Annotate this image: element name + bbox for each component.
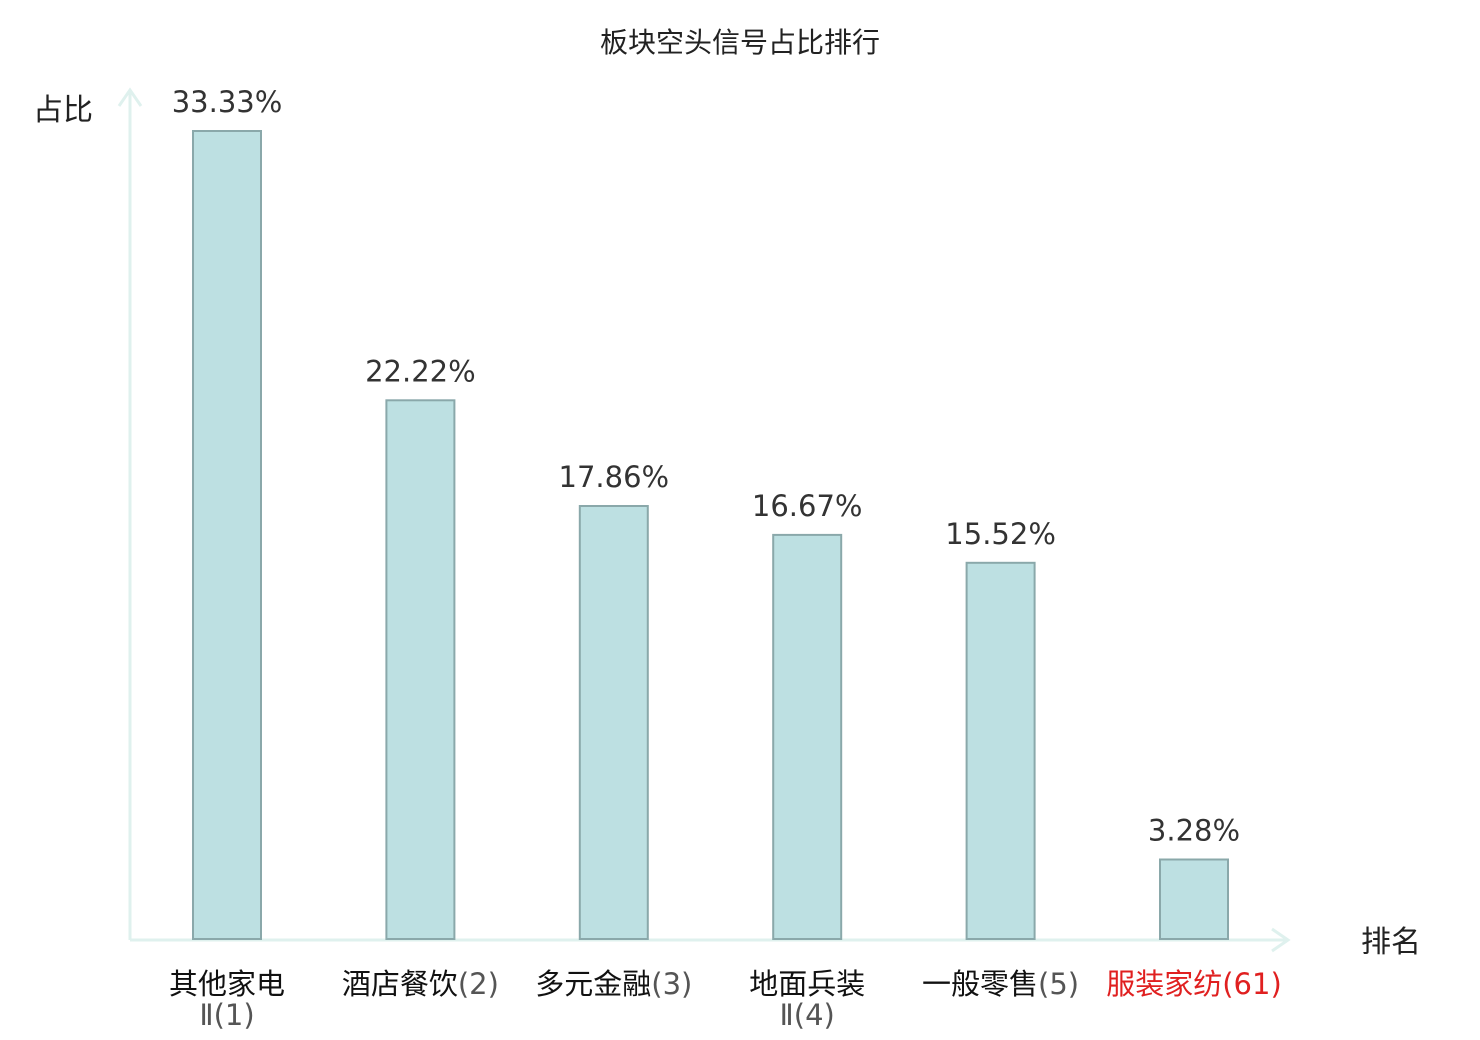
y-axis-arrow [117,87,143,107]
bar [965,561,1036,940]
category-label-text: 酒店餐饮(2) [342,967,499,1001]
category-rank: (5) [1038,967,1079,1001]
bars [192,130,1229,941]
category-label-text: 多元金融(3) [535,967,692,1001]
category-rank: (2) [458,967,499,1001]
category-name: 一般零售 [922,967,1038,1001]
category-name: 酒店餐饮 [342,967,458,1001]
bar [385,399,456,940]
category-tick-label: 多元金融(3) [535,967,692,1001]
axes [117,87,1291,953]
category-tick-label: 一般零售(5) [922,967,1079,1001]
category-tick-label: 服装家纺(61) [1106,967,1282,1001]
data-label: 33.33% [172,85,283,119]
y-axis-label: 占比 [33,93,93,128]
data-label: 3.28% [1148,814,1240,848]
bar [578,505,649,940]
category-name: 其他家电 [169,967,285,1001]
category-name: 多元金融 [535,967,651,1001]
category-rank: Ⅱ(4) [780,998,835,1032]
category-label-text: 服装家纺(61) [1106,967,1282,1001]
chart-title: 板块空头信号占比排行 [600,26,880,59]
data-label: 16.67% [752,489,863,523]
bar [192,130,262,940]
value-labels: 33.33% 22.22% 17.86% 16.67% 15.52% 3.28% [172,85,1240,848]
x-axis-arrow [1271,927,1291,953]
x-axis-label: 排名 [1361,925,1421,960]
category-tick-label: 酒店餐饮(2) [342,967,499,1001]
category-label-text: 一般零售(5) [922,967,1079,1001]
category-rank: Ⅱ(1) [199,998,254,1032]
category-rank: (3) [651,967,692,1001]
data-label: 15.52% [945,517,1056,551]
bar [772,533,843,941]
data-label: 22.22% [365,354,476,388]
data-label: 17.86% [559,460,670,494]
category-rank: (61) [1222,967,1282,1001]
category-name: 地面兵装 [749,967,865,1001]
category-name: 服装家纺 [1106,967,1222,1001]
bar [1159,858,1229,940]
